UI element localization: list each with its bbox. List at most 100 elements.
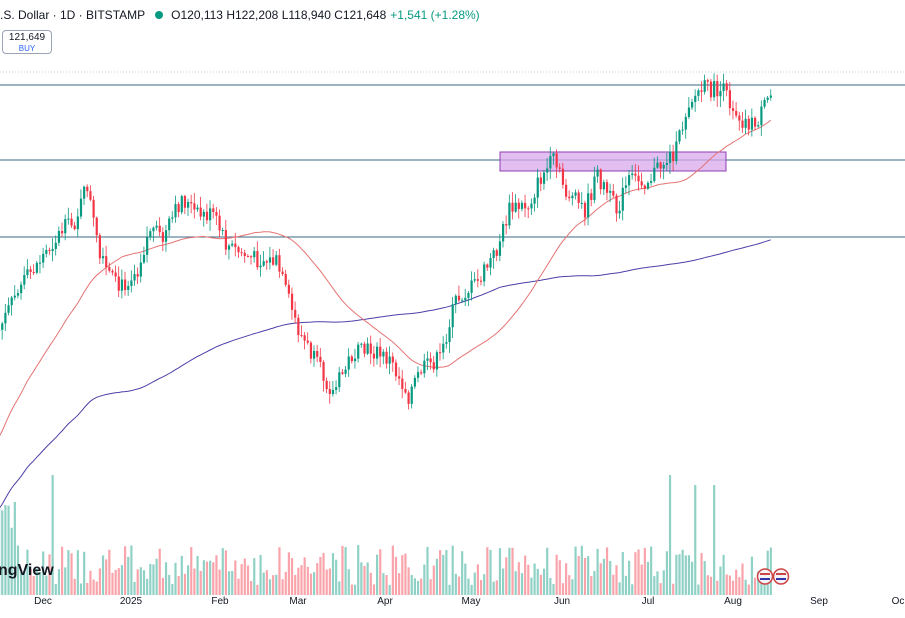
legend-bar: .S. Dollar · 1D · BITSTAMP O120,113 H122… — [0, 6, 480, 24]
candle-body — [518, 203, 520, 209]
volume-bar — [67, 550, 69, 595]
x-axis-tick-label: Aug — [724, 596, 742, 607]
volume-bar — [187, 565, 189, 595]
candle-body — [67, 219, 69, 220]
volume-bar — [237, 579, 239, 595]
volume-bar — [178, 576, 180, 595]
candle-body — [483, 264, 485, 281]
buy-button[interactable]: 121,649 BUY — [2, 30, 52, 54]
volume-bar — [603, 559, 605, 595]
candle-body — [253, 251, 255, 257]
candle-body — [688, 108, 690, 117]
candle-body — [140, 263, 142, 277]
volume-bar — [367, 562, 369, 595]
x-axis-tick-label: Apr — [377, 596, 393, 607]
candle-body — [590, 193, 592, 200]
candle-body — [471, 281, 473, 293]
candle-body — [310, 343, 312, 359]
volume-bar — [184, 574, 186, 595]
volume-bar — [707, 575, 709, 595]
volume-bar — [370, 573, 372, 595]
candle-body — [174, 204, 176, 217]
candle-body — [448, 327, 450, 342]
candle-body — [524, 203, 526, 208]
candle-body — [398, 376, 400, 378]
candle-body — [723, 83, 725, 91]
volume-bar — [436, 559, 438, 595]
volume-bar — [650, 546, 652, 595]
volume-bar — [430, 579, 432, 595]
volume-bar — [105, 559, 107, 595]
candle-body — [48, 250, 50, 251]
candle-body — [552, 153, 554, 156]
candle-body — [193, 203, 195, 209]
volume-bar — [89, 571, 91, 595]
volume-bar — [395, 557, 397, 595]
candle-body — [735, 111, 737, 116]
candle-body — [502, 224, 504, 241]
candle-body — [162, 232, 164, 242]
candle-body — [379, 347, 381, 357]
candle-body — [751, 118, 753, 130]
candle-body — [732, 108, 734, 111]
candle-body — [597, 170, 599, 177]
candle-body — [433, 362, 435, 369]
volume-bar — [1, 510, 3, 595]
candle-body — [168, 219, 170, 231]
candle-body — [401, 379, 403, 389]
volume-bar — [552, 584, 554, 595]
high-value: H122,208 — [226, 8, 278, 22]
candle-body — [376, 347, 378, 359]
candle-body — [23, 275, 25, 285]
candle-body — [288, 285, 290, 294]
volume-bar — [559, 560, 561, 595]
open-value: O120,113 — [171, 8, 223, 22]
volume-bar — [162, 578, 164, 595]
candle-body — [319, 357, 321, 362]
candle-body — [628, 175, 630, 185]
volume-bar — [546, 548, 548, 595]
candle-body — [93, 200, 95, 218]
volume-bar — [363, 566, 365, 595]
volume-bar — [149, 564, 151, 595]
candle-body — [663, 165, 665, 169]
volume-bar — [628, 561, 630, 595]
candle-body — [256, 251, 258, 267]
candle-body — [111, 271, 113, 273]
volume-bar — [534, 564, 536, 595]
candle-body — [99, 235, 101, 258]
volume-bar — [675, 555, 677, 595]
candle-body — [96, 218, 98, 236]
volume-bar — [697, 585, 699, 595]
candle-body — [30, 269, 32, 272]
candle-body — [556, 153, 558, 167]
candle-body — [316, 351, 318, 357]
candle-body — [187, 202, 189, 208]
candle-body — [622, 188, 624, 211]
volume-bar — [263, 573, 265, 595]
candle-body — [219, 216, 221, 231]
x-axis-tick-label: Oc — [892, 596, 905, 607]
volume-bar — [537, 569, 539, 595]
volume-bar — [502, 568, 504, 595]
volume-bar — [357, 545, 359, 595]
symbol-label[interactable]: .S. Dollar · 1D · BITSTAMP — [0, 8, 145, 22]
volume-bar — [86, 583, 88, 595]
candle-body — [282, 272, 284, 274]
volume-bar — [61, 547, 63, 595]
candle-body — [209, 208, 211, 220]
candle-body — [247, 256, 249, 257]
low-value: L118,940 — [282, 8, 331, 22]
candle-body — [534, 198, 536, 204]
market-status-icon — [155, 11, 163, 19]
candle-body — [439, 352, 441, 353]
candle-body — [527, 208, 529, 209]
volume-bar — [304, 557, 306, 595]
volume-bar — [143, 570, 145, 595]
candle-body — [637, 176, 639, 182]
candle-body — [80, 199, 82, 217]
volume-bar — [637, 549, 639, 595]
candle-body — [467, 293, 469, 298]
